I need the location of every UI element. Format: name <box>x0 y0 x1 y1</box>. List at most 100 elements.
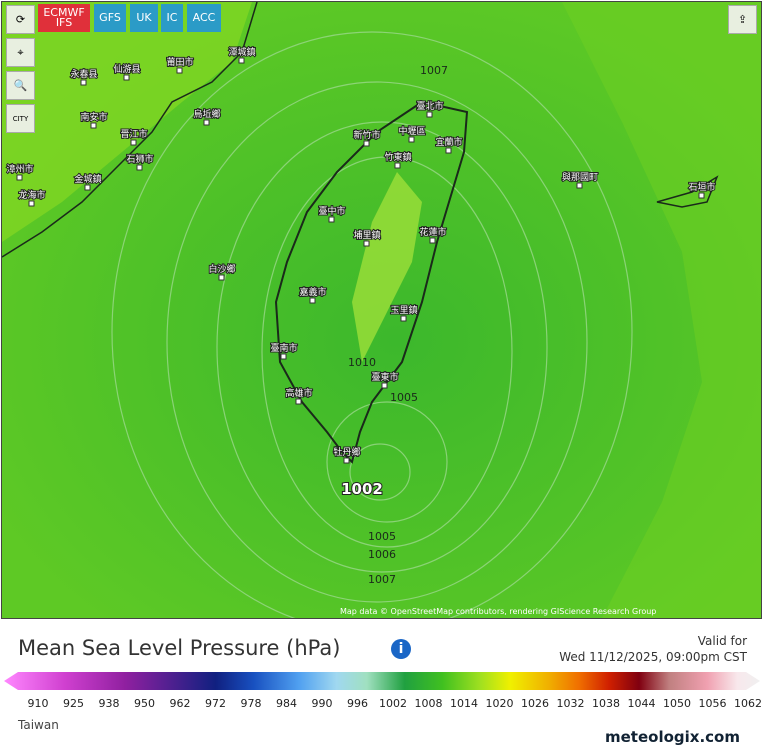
isobar-label: 1002 <box>341 480 383 498</box>
colorbar-tick: 984 <box>276 697 297 710</box>
city-label: 白沙鄉 <box>208 263 235 275</box>
city-label: 臺東市 <box>371 371 398 383</box>
isobar-label: 1007 <box>368 573 396 586</box>
colorbar-tick: 962 <box>169 697 191 710</box>
share-button[interactable]: ⇪ <box>728 5 757 34</box>
city-label: 與那國町 <box>562 171 598 183</box>
colorbar-tick: 1014 <box>450 697 478 710</box>
city-label: 玉里鎮 <box>390 304 417 316</box>
city-marker <box>130 139 137 146</box>
colorbar-tick: 996 <box>347 697 368 710</box>
city-marker <box>84 184 91 191</box>
model-button[interactable]: UK <box>130 4 158 32</box>
city-label: 牡丹鄉 <box>333 446 360 458</box>
info-button[interactable]: i <box>391 639 411 659</box>
city-marker <box>363 240 370 247</box>
city-marker <box>203 119 210 126</box>
city-marker <box>576 182 583 189</box>
city-label: 臺中市 <box>318 205 345 217</box>
city-marker <box>698 192 705 199</box>
isobar-label: 1006 <box>368 548 396 561</box>
colorbar-tick: 925 <box>63 697 84 710</box>
city-label: 潭城鎮 <box>228 46 255 58</box>
city-label: 永春县 <box>70 68 97 80</box>
attribution: Map data © OpenStreetMap contributors, r… <box>340 607 656 616</box>
city-marker <box>280 353 287 360</box>
city-marker <box>123 74 130 81</box>
valid-label: Valid for <box>697 634 747 648</box>
colorbar-tick: 1050 <box>663 697 691 710</box>
city-marker <box>343 457 350 464</box>
city-label: 中壢區 <box>398 125 425 137</box>
city-label: 臺北市 <box>416 100 443 112</box>
colorbar-tick: 938 <box>98 697 120 710</box>
city-marker <box>136 164 143 171</box>
isobar-label: 1005 <box>368 530 396 543</box>
model-button[interactable]: GFS <box>94 4 126 32</box>
map[interactable]: 潭城鎮 永春县 仙游县 莆田市 南安市 晋江市 石狮市 烏坵鄉 漳州市 龙海市 金城鎮 臺北市 新竹市 中… <box>1 1 762 619</box>
city-marker <box>381 382 388 389</box>
colorbar-tick: 972 <box>205 697 226 710</box>
city-button[interactable]: CITY <box>6 104 35 133</box>
city-marker <box>394 162 401 169</box>
refresh-button[interactable]: ⟳ <box>6 5 35 34</box>
zoom-button[interactable]: 🔍 <box>6 71 35 100</box>
city-marker <box>80 79 87 86</box>
city-label: 石垣市 <box>688 181 715 193</box>
city-marker <box>238 57 245 64</box>
city-marker <box>218 274 225 281</box>
city-label: 嘉義市 <box>299 286 326 298</box>
colorbar-tick: 950 <box>134 697 155 710</box>
colorbar-tick: 990 <box>311 697 333 710</box>
city-label: 竹東鎮 <box>384 151 411 163</box>
colorbar-tick: 978 <box>240 697 262 710</box>
legend-title: Mean Sea Level Pressure (hPa) <box>18 636 341 660</box>
city-label: 花蓮市 <box>419 226 446 238</box>
city-marker <box>328 216 335 223</box>
model-button[interactable]: IC <box>161 4 183 32</box>
colorbar-tick: 1056 <box>698 697 727 710</box>
colorbar-tick: 1038 <box>592 697 620 710</box>
city-label: 新竹市 <box>353 129 380 141</box>
city-marker <box>309 297 316 304</box>
colorbar-tick: 1020 <box>485 697 514 710</box>
isobar-label: 1007 <box>420 64 448 77</box>
colorbar-tick: 1026 <box>521 697 549 710</box>
city-label: 晋江市 <box>120 128 147 140</box>
city-label: 臺南市 <box>270 342 297 354</box>
colorbar <box>4 672 760 690</box>
valid-time: Wed 11/12/2025, 09:00pm CST <box>559 650 747 664</box>
colorbar-tick: 1032 <box>556 697 585 710</box>
city-label: 宜蘭市 <box>435 136 462 148</box>
city-marker <box>363 140 370 147</box>
city-marker <box>16 174 23 181</box>
city-label: 龙海市 <box>18 189 45 201</box>
locate-button[interactable]: ⌖ <box>6 38 35 67</box>
model-button[interactable]: ACC <box>187 4 221 32</box>
city-label: 石狮市 <box>126 153 153 165</box>
city-marker <box>295 398 302 405</box>
colorbar-tick: 910 <box>27 697 49 710</box>
city-marker <box>400 315 407 322</box>
city-marker <box>28 200 35 207</box>
colorbar-tick: 1044 <box>627 697 656 710</box>
city-marker <box>429 237 436 244</box>
isobar-label: 1005 <box>390 391 418 404</box>
city-marker <box>176 67 183 74</box>
city-marker <box>445 147 452 154</box>
city-label: 莆田市 <box>166 56 193 68</box>
model-button[interactable]: ECMWF IFS <box>38 4 90 32</box>
city-label: 金城鎮 <box>74 173 101 185</box>
city-marker <box>426 111 433 118</box>
city-label: 南安市 <box>80 111 107 123</box>
colorbar-tick: 1008 <box>414 697 443 710</box>
region: Taiwan <box>18 718 59 732</box>
colorbar-tick: 1002 <box>379 697 407 710</box>
city-label: 高雄市 <box>285 387 312 399</box>
colorbar-tick: 1062 <box>734 697 762 710</box>
brand: meteologix.com <box>605 728 740 746</box>
isobar-label: 1010 <box>348 356 376 369</box>
city-label: 漳州市 <box>6 163 33 175</box>
